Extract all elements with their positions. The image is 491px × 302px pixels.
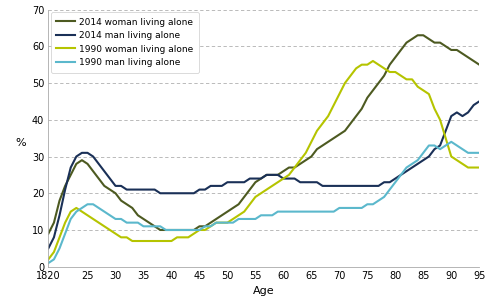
1990 man living alone	[73, 210, 79, 214]
1990 man living alone	[448, 140, 454, 144]
1990 woman living alone	[73, 206, 79, 210]
2014 man living alone	[118, 184, 124, 188]
2014 woman living alone	[353, 114, 359, 118]
1990 woman living alone	[264, 188, 270, 191]
2014 man living alone	[185, 191, 191, 195]
2014 woman living alone	[476, 63, 482, 66]
1990 woman living alone	[370, 59, 376, 63]
1990 woman living alone	[185, 236, 191, 239]
1990 woman living alone	[45, 258, 51, 261]
1990 man living alone	[264, 214, 270, 217]
2014 woman living alone	[185, 228, 191, 232]
1990 man living alone	[45, 261, 51, 265]
1990 woman living alone	[353, 66, 359, 70]
1990 man living alone	[230, 221, 236, 224]
2014 woman living alone	[264, 173, 270, 177]
Line: 2014 woman living alone: 2014 woman living alone	[48, 35, 479, 234]
1990 woman living alone	[230, 217, 236, 221]
Line: 1990 man living alone: 1990 man living alone	[48, 142, 479, 263]
1990 man living alone	[118, 217, 124, 221]
2014 man living alone	[353, 184, 359, 188]
2014 man living alone	[45, 246, 51, 250]
Y-axis label: %: %	[15, 138, 26, 148]
2014 man living alone	[476, 100, 482, 103]
Line: 2014 man living alone: 2014 man living alone	[48, 101, 479, 248]
Line: 1990 woman living alone: 1990 woman living alone	[48, 61, 479, 259]
2014 man living alone	[73, 155, 79, 158]
1990 man living alone	[185, 228, 191, 232]
1990 man living alone	[353, 206, 359, 210]
1990 woman living alone	[476, 166, 482, 169]
2014 woman living alone	[415, 34, 421, 37]
X-axis label: Age: Age	[253, 286, 274, 297]
2014 man living alone	[264, 173, 270, 177]
1990 man living alone	[476, 151, 482, 155]
2014 woman living alone	[118, 199, 124, 202]
Legend: 2014 woman living alone, 2014 man living alone, 1990 woman living alone, 1990 ma: 2014 woman living alone, 2014 man living…	[51, 12, 199, 73]
2014 man living alone	[230, 180, 236, 184]
1990 woman living alone	[118, 236, 124, 239]
2014 woman living alone	[230, 206, 236, 210]
2014 woman living alone	[73, 162, 79, 166]
2014 woman living alone	[45, 232, 51, 236]
